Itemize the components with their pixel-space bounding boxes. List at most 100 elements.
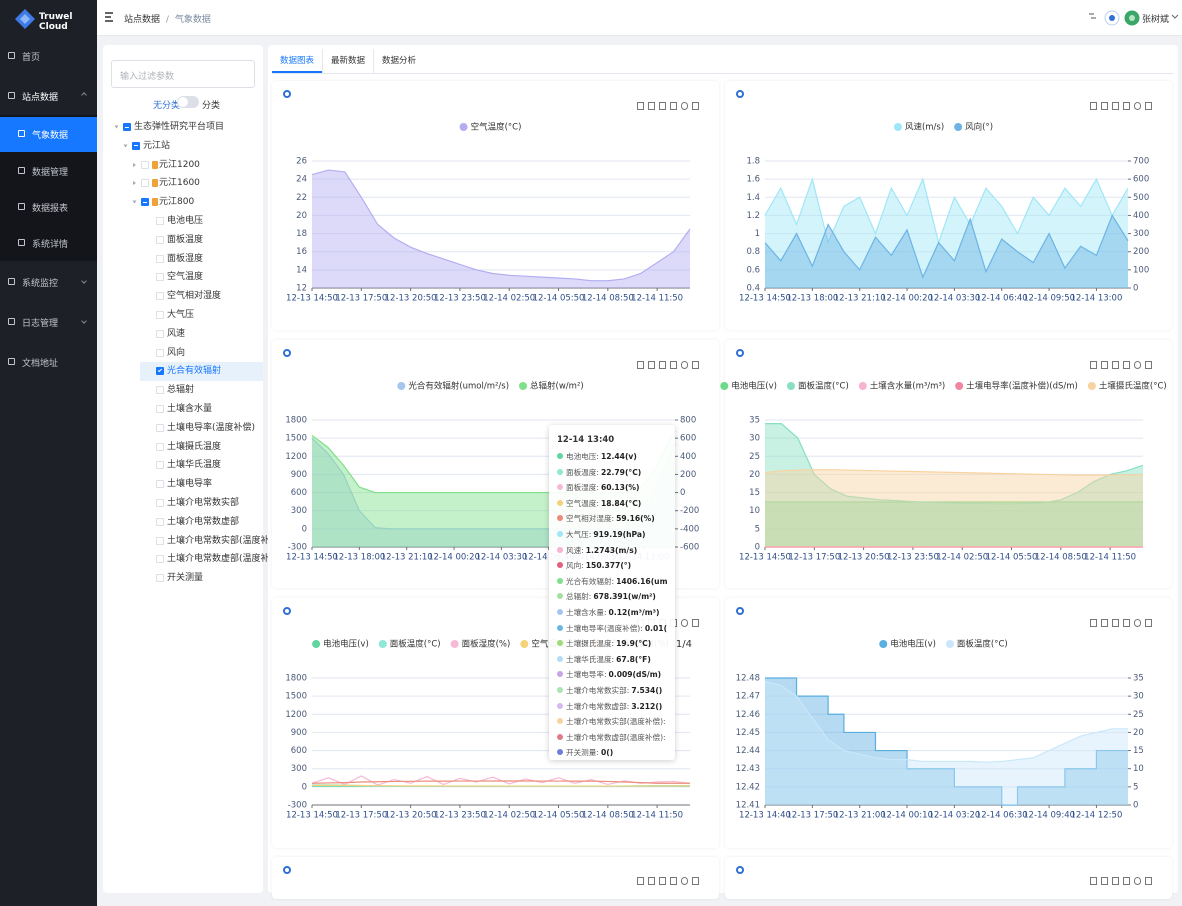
tree-checkbox[interactable]	[156, 235, 164, 244]
tree-row[interactable]: 土壤电导率	[103, 475, 263, 494]
menu-item[interactable]: 数据管理	[32, 168, 69, 178]
settings-icon[interactable]	[736, 349, 744, 357]
menu-toggle[interactable]	[105, 12, 115, 22]
toolbar-icon[interactable]	[681, 361, 688, 369]
toolbar-icon[interactable]	[1101, 619, 1108, 627]
toolbar-icon[interactable]	[659, 102, 666, 110]
filter-input[interactable]: 输入过滤参数	[111, 60, 255, 88]
tree-row[interactable]: 元江1600	[103, 174, 263, 193]
toolbar-icon[interactable]	[681, 102, 688, 110]
tree-checkbox[interactable]	[156, 254, 164, 263]
tree-row[interactable]: 大气压	[103, 306, 263, 325]
toolbar-icon[interactable]	[1090, 361, 1097, 369]
toolbar-icon[interactable]	[659, 361, 666, 369]
tree-row[interactable]: 元江站	[103, 137, 263, 156]
tab[interactable]: 最新数据	[322, 49, 373, 73]
tree-checkbox[interactable]	[123, 123, 131, 131]
tree-row[interactable]: 土壤介电常数虚部(温度补偿)	[103, 550, 282, 569]
toolbar-icon[interactable]	[637, 877, 644, 885]
toolbar-icon[interactable]	[1101, 361, 1108, 369]
toolbar-icon[interactable]	[1123, 361, 1130, 369]
tree-checkbox[interactable]	[132, 141, 140, 150]
tree-checkbox[interactable]	[156, 498, 164, 507]
toolbar-icon[interactable]	[670, 877, 677, 885]
toolbar-icon[interactable]	[692, 361, 699, 369]
toolbar-icon[interactable]	[692, 102, 699, 110]
toolbar-icon[interactable]	[1112, 102, 1119, 110]
tree-checkbox[interactable]	[156, 329, 164, 338]
tree-checkbox[interactable]	[156, 348, 164, 357]
tree-row[interactable]: 土壤电导率(温度补偿)	[103, 419, 263, 438]
toolbar-icon[interactable]	[1134, 102, 1141, 110]
tree-checkbox[interactable]	[156, 517, 164, 526]
tree-checkbox[interactable]	[156, 273, 164, 282]
tree-checkbox[interactable]	[156, 292, 164, 301]
toolbar-icon[interactable]	[681, 877, 688, 885]
tree-row[interactable]: 空气温度	[103, 268, 263, 287]
menu-item[interactable]: 日志管理	[22, 319, 59, 329]
tree-row[interactable]: 光合有效辐射	[140, 362, 263, 382]
menu-item[interactable]: 系统监控	[22, 279, 59, 289]
toolbar-icon[interactable]	[637, 102, 644, 110]
menu-item[interactable]: 站点数据	[22, 93, 59, 103]
tree-checkbox[interactable]	[156, 367, 164, 376]
breadcrumb-item[interactable]: 站点数据	[124, 15, 161, 25]
toggle-switch[interactable]	[177, 96, 199, 108]
menu-item[interactable]: 系统详情	[32, 240, 69, 250]
header-icons[interactable]	[1087, 8, 1147, 28]
menu-item[interactable]: 气象数据	[32, 131, 69, 141]
toolbar-icon[interactable]	[1145, 102, 1152, 110]
tree-row[interactable]: 风向	[103, 344, 263, 363]
toolbar-icon[interactable]	[1145, 619, 1152, 627]
toolbar-icon[interactable]	[670, 102, 677, 110]
tree-row[interactable]: 风速	[103, 325, 263, 344]
menu-item[interactable]: 首页	[22, 53, 41, 63]
tree-checkbox[interactable]	[156, 480, 164, 489]
tree-checkbox[interactable]	[141, 198, 149, 207]
tree-row[interactable]: 元江800	[103, 193, 263, 212]
settings-icon[interactable]	[283, 349, 291, 357]
tree-row[interactable]: 元江1200	[103, 156, 263, 175]
toolbar-icon[interactable]	[1123, 102, 1130, 110]
toolbar-icon[interactable]	[659, 877, 666, 885]
menu-item[interactable]: 数据报表	[32, 204, 69, 214]
tree-row[interactable]: 开关测量	[103, 569, 263, 588]
toolbar-icon[interactable]	[692, 877, 699, 885]
toolbar-icon[interactable]	[1123, 877, 1130, 885]
tree-row[interactable]: 土壤介电常数虚部	[103, 513, 263, 532]
tree-row[interactable]: 空气相对湿度	[103, 287, 263, 306]
tab[interactable]: 数据图表	[272, 49, 323, 73]
tree-row[interactable]: 面板湿度	[103, 250, 263, 269]
toolbar-icon[interactable]	[1101, 877, 1108, 885]
toolbar-icon[interactable]	[1101, 102, 1108, 110]
settings-icon[interactable]	[736, 607, 744, 615]
tree-checkbox[interactable]	[156, 216, 164, 225]
tree-checkbox[interactable]	[156, 310, 164, 319]
toolbar-icon[interactable]	[648, 877, 655, 885]
tree-checkbox[interactable]	[156, 555, 164, 564]
settings-icon[interactable]	[283, 607, 291, 615]
toolbar-icon[interactable]	[681, 619, 688, 627]
tree-checkbox[interactable]	[141, 179, 149, 188]
toolbar-icon[interactable]	[1134, 361, 1141, 369]
settings-icon[interactable]	[283, 866, 291, 874]
toolbar-icon[interactable]	[637, 361, 644, 369]
tree-checkbox[interactable]	[156, 536, 164, 545]
tree-row[interactable]: 总辐射	[103, 381, 263, 400]
toolbar-icon[interactable]	[1090, 877, 1097, 885]
toolbar-icon[interactable]	[670, 361, 677, 369]
menu-item[interactable]: 文档地址	[22, 359, 59, 369]
toolbar-icon[interactable]	[692, 619, 699, 627]
tree-checkbox[interactable]	[156, 574, 164, 583]
tree-checkbox[interactable]	[156, 461, 164, 470]
toolbar-icon[interactable]	[1145, 361, 1152, 369]
toolbar-icon[interactable]	[1112, 361, 1119, 369]
tree-checkbox[interactable]	[156, 386, 164, 395]
tree-row[interactable]: 土壤华氏温度	[103, 456, 263, 475]
toolbar-icon[interactable]	[1112, 877, 1119, 885]
user-caret[interactable]	[1171, 14, 1179, 20]
tree-row[interactable]: 生态弹性研究平台项目	[103, 118, 263, 137]
toolbar-icon[interactable]	[1123, 619, 1130, 627]
user-name[interactable]: 张树斌	[1142, 15, 1170, 25]
tree-checkbox[interactable]	[156, 423, 164, 432]
